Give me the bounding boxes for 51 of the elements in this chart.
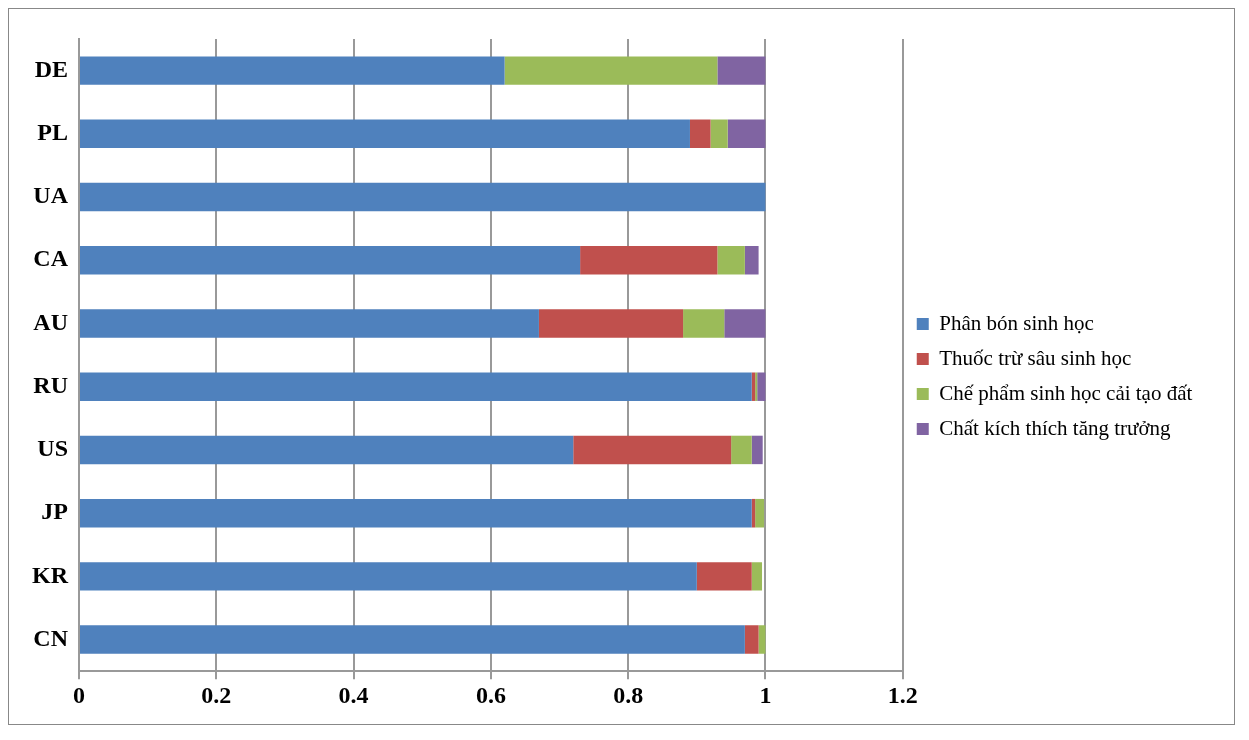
y-tick-label: KR [32,561,69,588]
bar [751,435,763,465]
bar [717,56,766,85]
bar [80,372,752,401]
bar [80,625,745,654]
legend-label: Chế phẩm sinh học cải tạo đất [939,380,1193,405]
bar [744,246,759,275]
bar [80,435,574,465]
bar [538,309,684,338]
bar [580,246,718,275]
bar [683,309,725,338]
y-tick-label: RU [33,371,68,398]
bar [80,498,752,528]
bar [80,309,539,338]
bar [689,119,711,149]
x-tick-label: 0.2 [201,681,232,708]
y-tick-label: JP [41,498,68,525]
bar [504,56,718,85]
bar [696,562,752,591]
y-tick-label: UA [33,182,69,209]
bar [710,119,728,149]
bar [80,246,581,275]
bar [80,182,766,212]
bar [731,435,752,465]
x-tick-label: 1.2 [887,681,918,708]
bar [755,372,758,401]
legend-label: Phân bón sinh học [939,310,1094,335]
y-tick-label: CN [33,624,69,651]
y-tick-label: US [37,435,68,462]
bar [80,56,505,85]
legend-label: Thuốc trừ sâu sinh học [939,345,1132,370]
bar [80,119,690,149]
x-tick-label: 0.4 [338,681,369,708]
bar [724,309,766,338]
y-tick-label: DE [34,55,68,82]
x-tick-label: 0 [73,681,85,708]
y-tick-label: CA [33,245,69,272]
bar [717,246,745,275]
bar [573,435,732,465]
legend-label: Chất kích thích tăng trưởng [939,415,1172,440]
bar [80,562,697,591]
bar [727,119,766,149]
bar [757,372,766,401]
y-tick-label: PL [37,119,68,146]
x-tick-label: 1 [759,681,772,708]
y-tick-label: AU [33,308,68,335]
x-tick-label: 0.6 [475,681,506,708]
bar [751,562,763,591]
x-tick-label: 0.8 [613,681,644,708]
bar [755,498,765,528]
bar [744,625,759,654]
